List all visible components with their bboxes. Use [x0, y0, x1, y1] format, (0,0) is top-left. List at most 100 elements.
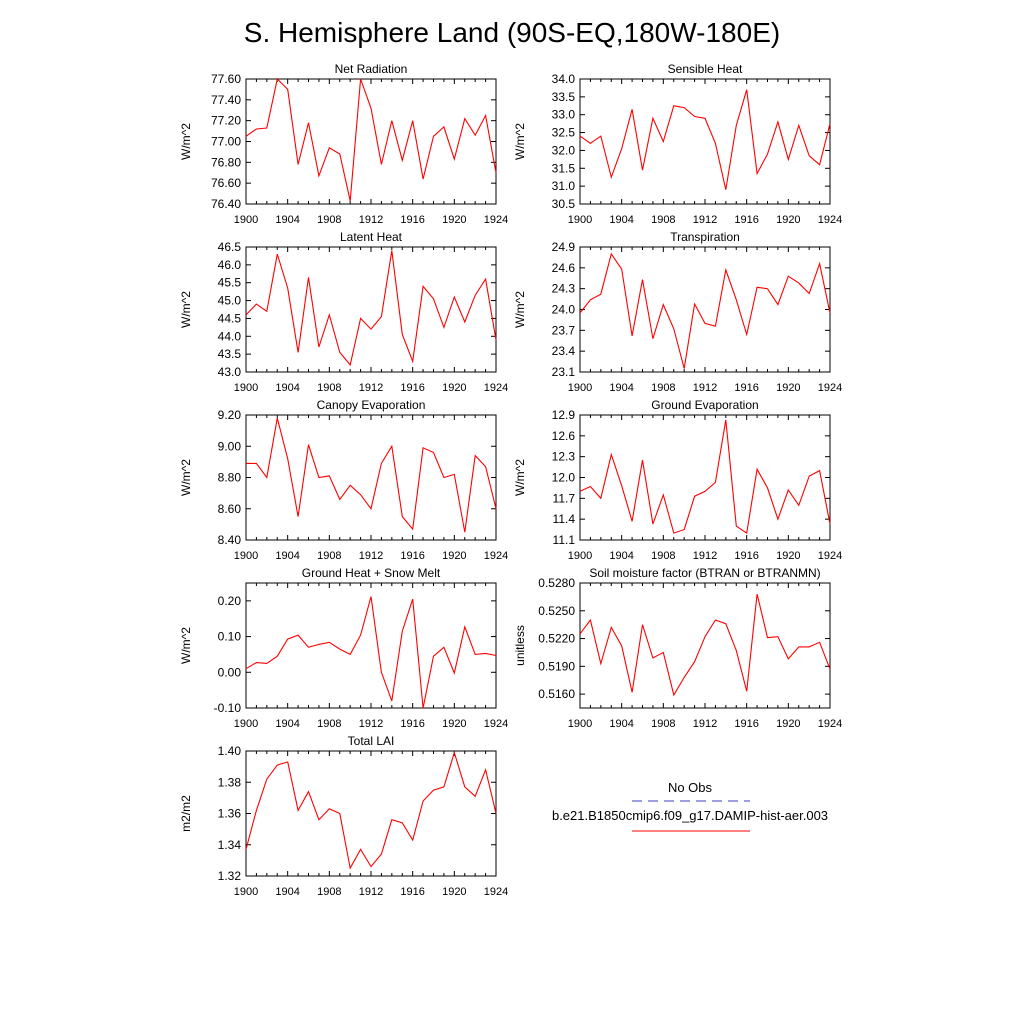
y-axis-label: W/m^2: [179, 459, 193, 496]
x-tick-label: 1904: [275, 550, 299, 562]
y-tick-label: 24.3: [552, 282, 576, 296]
y-tick-label: 23.7: [552, 323, 576, 337]
y-tick-label: 23.1: [552, 365, 576, 379]
chart-title: Sensible Heat: [668, 62, 743, 76]
y-tick-label: 77.00: [211, 135, 241, 149]
page-title: S. Hemisphere Land (90S-EQ,180W-180E): [244, 17, 780, 48]
chart-panel-2: Sensible Heat W/m^2 30.5 31.0 31.5 32.0 32.5 33…: [513, 62, 842, 226]
chart-title: Ground Evaporation: [651, 398, 758, 412]
y-tick-label: 31.0: [552, 179, 576, 193]
data-series-line: [245, 250, 497, 367]
chart-panel-3: Latent Heat W/m^2 43.0 43.5 44.0 44.5 45.0 45.5…: [179, 230, 508, 394]
x-tick-label: 1908: [317, 382, 341, 394]
x-tick-label: 1904: [609, 550, 633, 562]
data-series-line: [579, 89, 831, 190]
y-tick-label: 8.80: [218, 471, 242, 485]
x-tick-label: 1900: [568, 382, 592, 394]
y-tick-label: 34.0: [552, 72, 576, 86]
y-tick-label: 11.7: [553, 491, 576, 505]
y-tick-label: 43.0: [218, 365, 242, 379]
x-tick-label: 1908: [317, 718, 341, 730]
x-tick-label: 1920: [442, 886, 466, 898]
chart-panels: Net Radiation W/m^2 76.40 76.60 76.80 77.00 77…: [179, 62, 842, 898]
y-tick-label: 0.5280: [538, 576, 575, 590]
chart-panel-7: Ground Heat + Snow Melt W/m^2 -0.10 0.00 0.1…: [179, 566, 508, 730]
x-tick-label: 1908: [317, 214, 341, 226]
chart-title: Net Radiation: [335, 62, 408, 76]
data-series-line: [579, 593, 831, 697]
x-tick-label: 1900: [234, 886, 258, 898]
y-axis-label: W/m^2: [179, 123, 193, 160]
x-tick-label: 1924: [818, 214, 842, 226]
legend-obs-label: No Obs: [668, 780, 713, 795]
y-tick-label: 0.20: [218, 594, 242, 608]
y-tick-label: 76.60: [211, 176, 241, 190]
y-tick-label: 32.5: [552, 126, 576, 140]
chart-title: Total LAI: [348, 734, 395, 748]
x-tick-label: 1908: [651, 382, 675, 394]
x-tick-label: 1920: [442, 214, 466, 226]
legend-model-label: b.e21.B1850cmip6.f09_g17.DAMIP-hist-aer.…: [552, 808, 828, 823]
x-tick-label: 1924: [484, 382, 508, 394]
y-tick-label: 32.0: [552, 143, 576, 157]
chart-panel-8: Soil moisture factor (BTRAN or BTRANMN) u…: [513, 566, 842, 730]
y-tick-label: 24.6: [552, 261, 576, 275]
x-tick-label: 1916: [734, 718, 758, 730]
y-tick-label: 77.40: [211, 93, 241, 107]
y-tick-label: 76.40: [211, 197, 241, 211]
y-tick-label: 9.00: [218, 439, 242, 453]
y-axis-label: unitless: [513, 625, 527, 666]
y-tick-label: 1.34: [218, 838, 242, 852]
x-tick-label: 1904: [609, 214, 633, 226]
plot-frame: [579, 414, 831, 541]
chart-panel-4: Transpiration W/m^2 23.1 23.4 23.7 24.0 24.3 24…: [513, 230, 842, 394]
y-tick-label: 1.32: [218, 869, 242, 883]
y-tick-label: 45.5: [218, 276, 242, 290]
x-tick-label: 1916: [400, 214, 424, 226]
x-tick-label: 1904: [275, 886, 299, 898]
x-tick-label: 1904: [275, 214, 299, 226]
x-tick-label: 1924: [818, 718, 842, 730]
y-tick-label: 0.5190: [538, 659, 575, 673]
y-tick-label: 77.20: [211, 114, 241, 128]
y-tick-label: 12.6: [552, 429, 576, 443]
x-tick-label: 1916: [734, 214, 758, 226]
y-tick-label: 76.80: [211, 155, 241, 169]
x-tick-label: 1908: [317, 550, 341, 562]
chart-title: Ground Heat + Snow Melt: [302, 566, 441, 580]
data-series-line: [245, 596, 497, 709]
x-tick-label: 1920: [776, 550, 800, 562]
y-axis-label: W/m^2: [179, 627, 193, 664]
y-tick-label: 43.5: [218, 347, 242, 361]
x-tick-label: 1912: [693, 550, 717, 562]
y-tick-label: 12.9: [552, 408, 576, 422]
y-tick-label: 8.60: [218, 502, 242, 516]
x-tick-label: 1908: [651, 214, 675, 226]
y-tick-label: 44.0: [218, 329, 242, 343]
x-tick-label: 1912: [359, 214, 383, 226]
x-tick-label: 1904: [609, 382, 633, 394]
y-tick-label: -0.10: [214, 701, 242, 715]
plot-frame: [579, 582, 831, 709]
x-tick-label: 1900: [234, 214, 258, 226]
y-tick-label: 0.10: [218, 630, 242, 644]
y-tick-label: 31.5: [552, 161, 576, 175]
x-tick-label: 1912: [693, 214, 717, 226]
chart-title: Soil moisture factor (BTRAN or BTRANMN): [589, 566, 820, 580]
x-tick-label: 1920: [776, 382, 800, 394]
y-tick-label: 45.0: [218, 294, 242, 308]
plot-frame: [579, 78, 831, 205]
y-tick-label: 46.0: [218, 258, 242, 272]
x-tick-label: 1900: [568, 550, 592, 562]
y-tick-label: 0.5250: [538, 604, 575, 618]
x-tick-label: 1900: [234, 550, 258, 562]
plot-frame: [245, 750, 497, 877]
x-tick-label: 1908: [317, 886, 341, 898]
y-tick-label: 24.0: [552, 303, 576, 317]
data-series-line: [579, 252, 831, 369]
x-tick-label: 1900: [234, 718, 258, 730]
data-series-line: [245, 750, 497, 870]
y-tick-label: 11.1: [553, 533, 576, 547]
x-tick-label: 1916: [400, 718, 424, 730]
